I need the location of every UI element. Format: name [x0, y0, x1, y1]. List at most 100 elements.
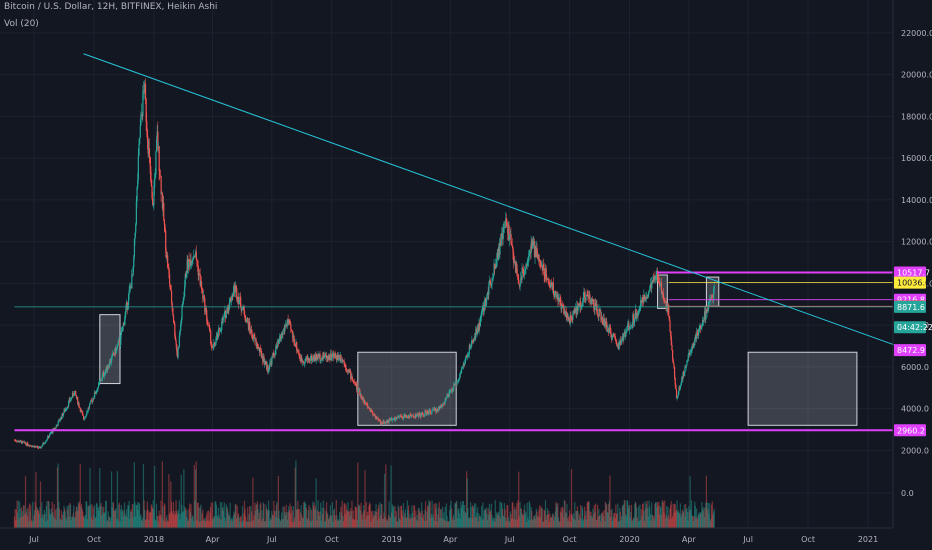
candle-body — [669, 320, 671, 332]
volume-bar — [387, 521, 389, 528]
candle-body — [690, 349, 693, 352]
volume-bar — [86, 519, 89, 528]
candle-body — [446, 394, 448, 398]
volume-bar — [156, 516, 158, 528]
level-8871-badge-bg — [894, 300, 926, 313]
volume-bar — [219, 518, 221, 528]
candle-body — [713, 288, 715, 301]
candle-body — [79, 407, 81, 408]
volume-bar — [712, 514, 714, 528]
candle-body — [182, 300, 184, 305]
volume-bar — [580, 519, 582, 528]
volume-bar — [320, 520, 322, 528]
volume-bar — [299, 512, 302, 528]
volume-bar — [473, 506, 475, 528]
candle-body — [529, 252, 532, 253]
volume-bar — [400, 506, 402, 528]
candle-body — [524, 268, 526, 270]
candle-body — [172, 308, 174, 316]
box-2018-2019 — [357, 351, 457, 426]
volume-bar — [374, 515, 376, 528]
candle-body — [321, 356, 323, 361]
candle-body — [38, 447, 40, 449]
volume-bar — [466, 478, 468, 528]
candle-body — [544, 276, 546, 278]
time-axis[interactable]: Jul Oct 2018 Apr Jul Oct 2019 Apr Jul Oct 2020 Apr J… — [0, 527, 893, 544]
volume-bar — [223, 502, 225, 528]
volume-bar — [69, 504, 72, 528]
candle-body — [530, 242, 532, 253]
candle-body — [14, 439, 16, 441]
candle-body — [654, 275, 656, 280]
volume-bar — [365, 519, 367, 528]
candle-body — [412, 415, 414, 417]
volume-bar — [490, 510, 492, 528]
volume-indicator-label[interactable]: Vol (20) — [4, 19, 39, 29]
candle-body — [299, 356, 301, 358]
candle-body — [305, 358, 307, 360]
time-tick-label: Apr — [206, 535, 221, 544]
candle-body — [623, 334, 625, 341]
volume-bar — [119, 521, 121, 528]
volume-bar — [161, 461, 163, 528]
volume-bar — [530, 507, 532, 528]
volume-bar — [172, 513, 174, 528]
candle-body — [322, 356, 324, 358]
candle-body — [548, 281, 551, 285]
candle-body — [41, 446, 43, 448]
volume-bar — [428, 500, 430, 528]
volume-bar — [645, 508, 647, 528]
volume-bar — [306, 519, 308, 528]
volume-bar — [675, 509, 678, 528]
volume-bar — [415, 520, 418, 528]
candle-body — [229, 298, 231, 300]
time-tick-label: Oct — [87, 535, 101, 544]
candle-body — [458, 377, 461, 379]
candle-body — [73, 395, 75, 397]
candle-body — [118, 341, 120, 343]
volume-bar — [174, 514, 176, 528]
candle-body — [276, 344, 278, 349]
volume-bar — [199, 507, 201, 528]
candle-body — [414, 416, 416, 418]
volume-bar — [396, 521, 398, 528]
volume-bar — [155, 520, 157, 528]
candle-body — [317, 354, 319, 360]
volume-bar — [230, 520, 232, 528]
volume-bar — [180, 474, 182, 528]
candle-body — [482, 305, 484, 311]
volume-bar — [195, 461, 197, 528]
volume-bar — [176, 511, 178, 528]
candle-body — [142, 91, 144, 117]
candle-body — [51, 431, 53, 433]
volume-bar — [659, 505, 661, 528]
candle-body — [407, 415, 409, 418]
volume-bar — [292, 510, 294, 528]
candle-body — [529, 252, 531, 254]
candle-body — [111, 353, 113, 357]
candle-body — [95, 392, 97, 394]
volume-bar — [683, 504, 685, 528]
volume-bar — [602, 511, 604, 528]
candle-body — [313, 356, 315, 358]
time-tick-label: 2021 — [858, 535, 878, 544]
candle-body — [42, 442, 44, 446]
volume-bar — [378, 504, 380, 528]
volume-bar — [641, 503, 644, 528]
volume-bar — [548, 521, 550, 528]
candle-body — [422, 413, 424, 416]
candle-body — [362, 396, 364, 402]
volume-bar — [289, 503, 291, 528]
volume-bar — [271, 514, 274, 528]
time-tick-label: 2019 — [382, 535, 402, 544]
candle-body — [445, 398, 447, 400]
candle-body — [355, 383, 357, 384]
candle-body — [59, 419, 61, 422]
candle-body — [25, 443, 27, 444]
candle-body — [677, 391, 680, 396]
trendline[interactable] — [83, 53, 898, 347]
level-10036-badge-bg — [894, 276, 926, 289]
volume-bar — [299, 520, 301, 528]
volume-bar — [110, 471, 113, 528]
